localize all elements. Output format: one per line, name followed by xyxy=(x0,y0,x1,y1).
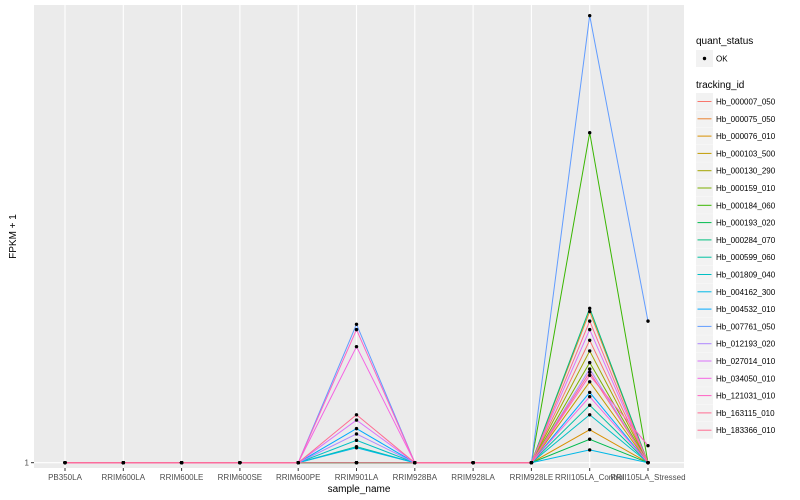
data-point xyxy=(588,367,592,371)
legend-label: Hb_000159_010 xyxy=(716,184,776,193)
data-point xyxy=(588,373,592,378)
legend-label: Hb_000599_060 xyxy=(716,253,776,262)
x-tick-label: RRIM901LA xyxy=(335,473,379,482)
data-point xyxy=(413,460,417,465)
data-point xyxy=(588,327,592,332)
legend-label: Hb_034050_010 xyxy=(716,374,776,383)
legend-label: Hb_000284_070 xyxy=(716,236,776,245)
data-point xyxy=(588,448,592,452)
legend-label: Hb_001809_040 xyxy=(716,271,776,280)
data-point xyxy=(121,460,126,465)
data-point xyxy=(354,460,359,465)
data-point xyxy=(588,403,592,407)
data-point xyxy=(588,319,592,323)
data-point xyxy=(63,460,67,465)
legend-label: Hb_000007_050 xyxy=(716,98,776,107)
legend-label: Hb_163115_010 xyxy=(716,409,775,418)
data-point xyxy=(588,380,592,384)
legend-point-icon xyxy=(702,56,707,61)
y-axis-title: FPKM + 1 xyxy=(8,214,19,259)
y-tick-label: 1 xyxy=(25,459,30,468)
x-axis-title: sample_name xyxy=(328,484,391,495)
plot-panel xyxy=(34,5,684,468)
legend-label: Hb_121031_010 xyxy=(716,392,776,401)
x-tick-label: PB350LA xyxy=(48,473,82,482)
x-tick-label: RRII105LA_Stressed xyxy=(610,473,685,482)
data-point xyxy=(529,460,534,465)
data-point xyxy=(238,460,242,465)
data-point xyxy=(354,426,359,431)
data-point xyxy=(296,460,300,465)
data-point xyxy=(354,322,359,327)
x-tick-label: RRIM600SE xyxy=(218,473,262,482)
data-point xyxy=(354,327,359,332)
data-point xyxy=(354,344,359,349)
x-tick-label: RRII105LA_Control xyxy=(555,473,625,482)
legend-label: Hb_012193_020 xyxy=(716,340,776,349)
x-tick-label: RRIM600PE xyxy=(276,473,320,482)
data-point xyxy=(646,443,650,448)
data-point xyxy=(588,360,592,365)
legend-label: Hb_027014_010 xyxy=(716,357,776,366)
legend-label: OK xyxy=(716,55,728,64)
data-point xyxy=(588,394,592,399)
data-point xyxy=(588,338,592,342)
legend-label: Hb_004532_010 xyxy=(716,305,776,314)
legend-title-tracking: tracking_id xyxy=(696,80,744,91)
data-point xyxy=(646,460,650,465)
data-point xyxy=(588,306,592,311)
data-point xyxy=(588,437,592,441)
data-point xyxy=(471,460,475,465)
data-point xyxy=(588,413,592,417)
data-point xyxy=(354,413,359,417)
x-tick-label: RRIM928LA xyxy=(451,473,495,482)
legend-title-quant: quant_status xyxy=(696,36,753,47)
legend-label: Hb_183366_010 xyxy=(716,426,776,435)
x-tick-label: RRIM928LE xyxy=(510,473,554,482)
data-point xyxy=(588,309,592,314)
legend-label: Hb_000076_010 xyxy=(716,132,776,141)
data-point xyxy=(588,13,592,18)
data-point xyxy=(354,432,359,436)
legend-label: Hb_000130_290 xyxy=(716,167,776,176)
data-point xyxy=(179,460,184,465)
legend-label: Hb_000103_500 xyxy=(716,149,776,158)
legend-label: Hb_004162_300 xyxy=(716,288,776,297)
x-tick-label: RRIM600LA xyxy=(102,473,146,482)
data-point xyxy=(588,427,592,432)
data-point xyxy=(588,131,592,135)
data-point xyxy=(354,438,359,443)
data-point xyxy=(354,446,359,450)
legend-label: Hb_007761_050 xyxy=(716,322,776,331)
data-point xyxy=(588,370,592,374)
data-point xyxy=(588,349,592,353)
legend-label: Hb_000193_020 xyxy=(716,219,776,228)
data-point xyxy=(588,390,592,395)
data-point xyxy=(354,418,359,422)
legend-label: Hb_000184_060 xyxy=(716,201,776,210)
x-tick-label: RRIM600LE xyxy=(160,473,204,482)
legend-label: Hb_000075_050 xyxy=(716,115,776,124)
data-point xyxy=(646,319,650,323)
x-tick-label: RRIM928BA xyxy=(393,473,438,482)
